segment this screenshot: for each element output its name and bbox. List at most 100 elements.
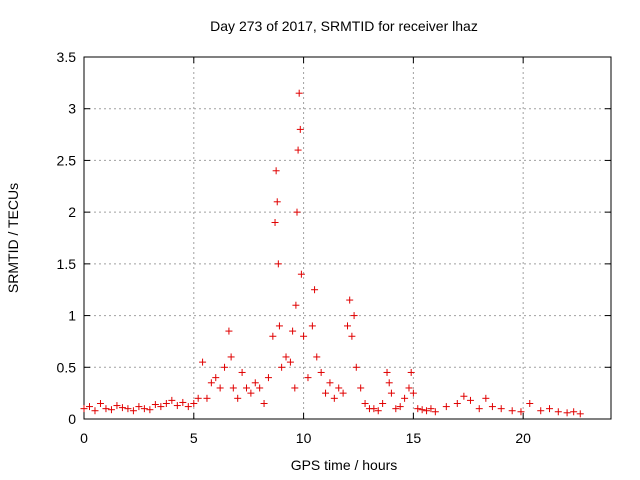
data-point	[357, 384, 365, 392]
tick-labels: 0 0.5 1 1.5 2 2.5 3 3.5 0 5 10 15 20	[57, 49, 532, 446]
data-point	[374, 407, 382, 415]
data-point	[297, 270, 305, 278]
data-point	[526, 399, 534, 407]
data-point	[124, 405, 132, 413]
data-point	[576, 410, 584, 418]
data-point	[272, 167, 280, 175]
data-point	[401, 394, 409, 402]
data-point	[407, 368, 415, 376]
axis-ticks	[83, 56, 611, 420]
data-point	[427, 405, 435, 413]
data-point	[308, 322, 316, 330]
data-point	[274, 260, 282, 268]
data-point	[102, 405, 110, 413]
x-tick-label: 15	[406, 430, 422, 446]
data-point	[383, 368, 391, 376]
x-tick-label: 0	[80, 430, 88, 446]
x-tick-label: 5	[190, 430, 198, 446]
data-point	[85, 403, 93, 411]
y-tick-label: 2	[68, 204, 76, 220]
data-point	[385, 379, 393, 387]
y-tick-label: 1	[68, 308, 76, 324]
data-point	[554, 408, 562, 416]
data-point	[409, 389, 417, 397]
data-point	[238, 368, 246, 376]
data-point	[300, 332, 308, 340]
data-point	[264, 374, 272, 382]
data-point	[271, 218, 279, 226]
data-point	[563, 409, 571, 417]
data-point	[168, 396, 176, 404]
data-point	[396, 403, 404, 411]
data-point	[151, 401, 159, 409]
data-point	[570, 408, 578, 416]
data-point	[227, 353, 235, 361]
chart-title: Day 273 of 2017, SRMTID for receiver lha…	[210, 18, 478, 34]
grid	[84, 57, 611, 419]
data-point	[118, 404, 126, 412]
data-point	[199, 358, 207, 366]
data-point	[207, 379, 215, 387]
data-point	[275, 322, 283, 330]
x-tick-label: 20	[515, 430, 531, 446]
data-point	[179, 398, 187, 406]
y-tick-label: 3.5	[57, 49, 77, 65]
data-point	[194, 394, 202, 402]
data-point	[482, 394, 490, 402]
data-point	[282, 353, 290, 361]
data-point	[91, 407, 99, 415]
data-point	[295, 89, 303, 97]
data-point	[278, 363, 286, 371]
data-point	[339, 389, 347, 397]
data-point	[273, 198, 281, 206]
data-point	[379, 399, 387, 407]
data-point	[350, 312, 358, 320]
data-point	[292, 301, 300, 309]
data-point	[414, 405, 422, 413]
data-point	[234, 394, 242, 402]
data-point	[184, 403, 192, 411]
y-tick-label: 3	[68, 101, 76, 117]
data-point	[242, 384, 250, 392]
data-point	[460, 392, 468, 400]
data-point	[497, 405, 505, 413]
data-point	[453, 399, 461, 407]
data-point	[370, 405, 378, 413]
y-tick-label: 2.5	[57, 152, 77, 168]
data-point	[129, 407, 137, 415]
data-point	[80, 405, 88, 413]
data-point	[221, 363, 229, 371]
data-point	[162, 399, 170, 407]
data-point	[212, 374, 220, 382]
data-point	[311, 286, 319, 294]
data-point	[335, 384, 343, 392]
data-point	[466, 396, 474, 404]
data-point	[392, 405, 400, 413]
data-point	[546, 405, 554, 413]
data-point	[508, 407, 516, 415]
data-point	[293, 208, 301, 216]
data-point	[269, 332, 277, 340]
data-point	[289, 327, 297, 335]
data-point	[313, 353, 321, 361]
data-point	[304, 374, 312, 382]
data-point	[537, 407, 545, 415]
y-tick-label: 0.5	[57, 359, 77, 375]
data-point	[431, 408, 439, 416]
data-point	[352, 363, 360, 371]
data-point	[251, 379, 259, 387]
data-point	[135, 403, 143, 411]
x-tick-label: 10	[296, 430, 312, 446]
data-point	[96, 399, 104, 407]
data-point	[317, 368, 325, 376]
data-point	[517, 408, 525, 416]
data-point	[423, 407, 431, 415]
x-axis-label: GPS time / hours	[291, 457, 398, 473]
data-point	[247, 389, 255, 397]
data-point	[216, 384, 224, 392]
data-point	[322, 389, 330, 397]
data-point	[173, 402, 181, 410]
data-point	[294, 146, 302, 154]
data-point	[296, 125, 304, 133]
